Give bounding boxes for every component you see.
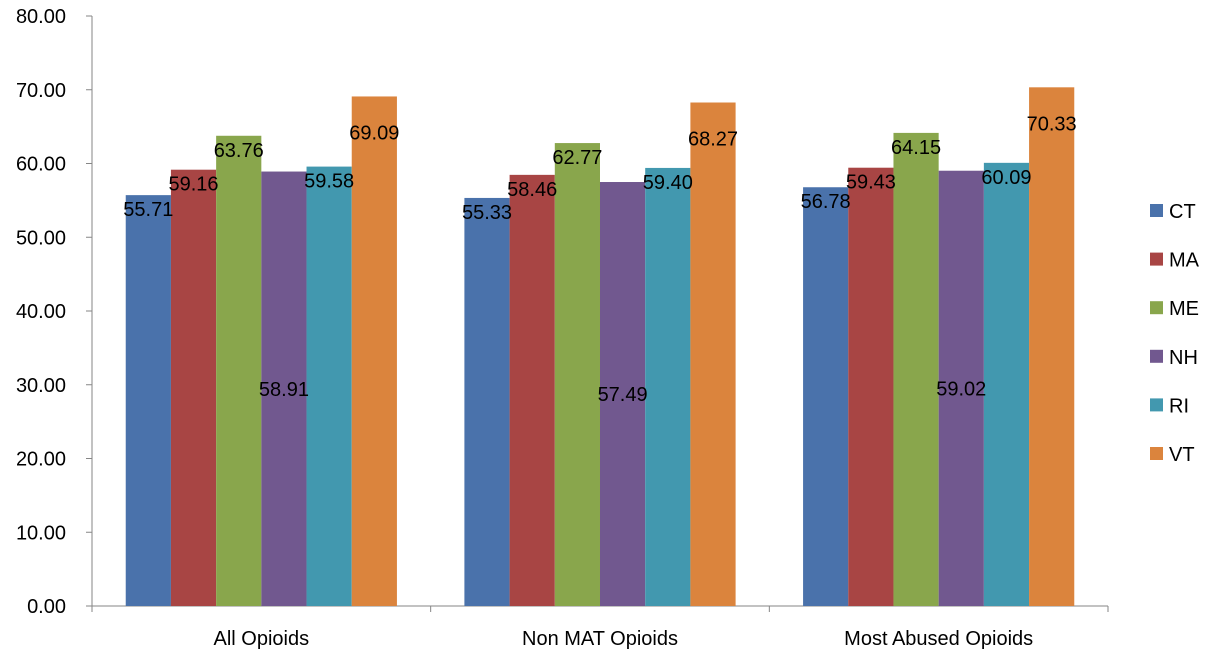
bar-me bbox=[555, 143, 600, 606]
y-tick-label: 20.00 bbox=[16, 449, 66, 471]
data-label: 64.15 bbox=[891, 137, 941, 159]
x-tick-label: Most Abused Opioids bbox=[844, 628, 1033, 650]
bar-me bbox=[216, 136, 261, 606]
legend-swatch-nh bbox=[1150, 350, 1163, 363]
data-label: 58.91 bbox=[259, 379, 309, 401]
data-label: 62.77 bbox=[552, 147, 602, 169]
legend: CT MA ME NH RI VT bbox=[1150, 201, 1200, 466]
data-label: 55.71 bbox=[123, 199, 173, 221]
data-label: 59.16 bbox=[169, 174, 219, 196]
legend-swatch-ri bbox=[1150, 398, 1163, 411]
x-axis: All Opioids Non MAT Opioids Most Abused Op… bbox=[92, 606, 1108, 650]
legend-label-nh: NH bbox=[1169, 347, 1198, 369]
legend-swatch-me bbox=[1150, 301, 1163, 314]
legend-label-vt: VT bbox=[1169, 444, 1195, 466]
data-label: 56.78 bbox=[801, 191, 851, 213]
bar-ct bbox=[126, 195, 171, 606]
bar-ct bbox=[803, 187, 848, 606]
data-label: 57.49 bbox=[598, 384, 648, 406]
data-label: 55.33 bbox=[462, 202, 512, 224]
data-label: 69.09 bbox=[349, 122, 399, 144]
bar-vt bbox=[352, 96, 397, 606]
y-tick-label: 50.00 bbox=[16, 227, 66, 249]
data-label: 63.76 bbox=[214, 140, 264, 162]
y-tick-label: 40.00 bbox=[16, 301, 66, 323]
y-axis: 0.00 10.00 20.00 30.00 40.00 50.00 60.00 70.00 8… bbox=[16, 6, 92, 618]
legend-label-ri: RI bbox=[1169, 395, 1189, 417]
data-label: 59.43 bbox=[846, 172, 896, 194]
bar-ma bbox=[848, 168, 893, 606]
y-tick-label: 0.00 bbox=[27, 596, 66, 618]
x-tick-label: All Opioids bbox=[214, 628, 310, 650]
data-label: 68.27 bbox=[688, 129, 738, 151]
data-label: 59.58 bbox=[304, 171, 354, 193]
bar-ct bbox=[464, 198, 509, 606]
bar-ma bbox=[510, 175, 555, 606]
data-label: 70.33 bbox=[1027, 113, 1077, 135]
bar-vt bbox=[690, 103, 735, 606]
bar-vt bbox=[1029, 87, 1074, 606]
data-label: 60.09 bbox=[981, 167, 1031, 189]
data-label: 59.02 bbox=[936, 378, 986, 400]
bar-ri bbox=[645, 168, 690, 606]
legend-swatch-ct bbox=[1150, 204, 1163, 217]
bar-ri bbox=[984, 163, 1029, 606]
y-tick-label: 30.00 bbox=[16, 375, 66, 397]
y-tick-label: 80.00 bbox=[16, 6, 66, 28]
x-tick-label: Non MAT Opioids bbox=[522, 628, 678, 650]
legend-swatch-vt bbox=[1150, 447, 1163, 460]
bar-me bbox=[893, 133, 938, 606]
legend-label-me: ME bbox=[1169, 298, 1199, 320]
y-tick-label: 10.00 bbox=[16, 522, 66, 544]
data-label: 58.46 bbox=[507, 179, 557, 201]
legend-label-ct: CT bbox=[1169, 201, 1196, 223]
y-tick-label: 70.00 bbox=[16, 80, 66, 102]
legend-swatch-ma bbox=[1150, 253, 1163, 266]
bar-ri bbox=[307, 167, 352, 606]
bar-ma bbox=[171, 170, 216, 606]
data-label: 59.40 bbox=[643, 172, 693, 194]
y-tick-label: 60.00 bbox=[16, 154, 66, 176]
legend-label-ma: MA bbox=[1169, 250, 1200, 272]
